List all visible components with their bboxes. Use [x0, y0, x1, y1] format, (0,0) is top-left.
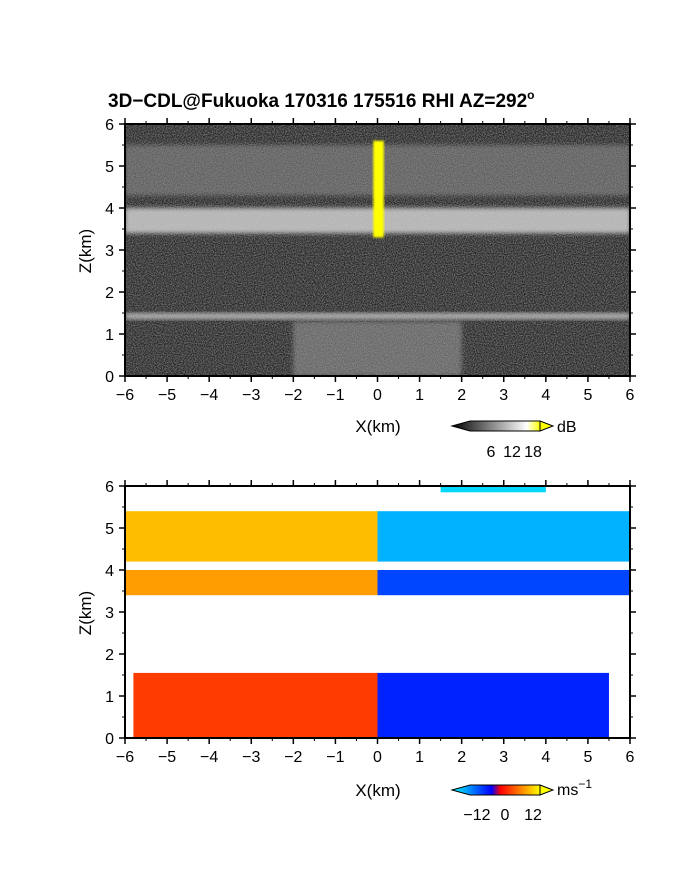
x-tick-label: 1 — [415, 387, 424, 404]
colorbar: dB 6 12 18 — [450, 419, 577, 461]
x-tick-label: −6 — [116, 387, 134, 404]
x-tick-label: −5 — [158, 749, 176, 766]
x-tick-label: −4 — [200, 387, 218, 404]
velocity-layer — [377, 672, 609, 738]
x-tick-label: −2 — [284, 749, 302, 766]
x-tick-label: 6 — [626, 387, 635, 404]
x-tick-label: −1 — [326, 749, 344, 766]
x-tick-label: 5 — [583, 387, 592, 404]
colorbar-unit: dB — [557, 419, 577, 436]
axes: −6 −5 −4 −3 −2 −1 0 1 2 3 4 5 6 0 1 2 3 4 5 6 — [105, 117, 636, 404]
x-tick-label: −3 — [242, 749, 260, 766]
velocity-layer — [133, 672, 378, 738]
backscatter-layer — [125, 313, 630, 320]
colorbar-ticks: 6 12 18 — [487, 444, 542, 461]
x-tick-label: −4 — [200, 749, 218, 766]
x-tick-label: −5 — [158, 387, 176, 404]
y-tick-label: 3 — [105, 605, 114, 622]
velocity-layer — [125, 511, 378, 562]
x-tick-label: −1 — [326, 387, 344, 404]
colorbar-arrow — [539, 420, 555, 432]
colorbar-ticks: −12 0 12 — [463, 807, 542, 824]
y-tick-label: 1 — [105, 327, 114, 344]
y-tick-label: 0 — [105, 369, 114, 386]
x-tick-label: −6 — [116, 749, 134, 766]
y-tick-label: 2 — [105, 285, 114, 302]
y-tick-label: 4 — [105, 563, 114, 580]
x-tick-label: 2 — [457, 387, 466, 404]
colorbar-arrow — [539, 784, 555, 796]
x-tick-label: 0 — [373, 387, 382, 404]
x-tick-label: 6 — [626, 749, 635, 766]
backscatter-layers — [125, 140, 630, 376]
x-tick-label: 4 — [541, 749, 550, 766]
y-tick-label: 3 — [105, 243, 114, 260]
colorbar-bar — [450, 784, 541, 796]
y-axis-label: Z(km) — [76, 591, 95, 635]
y-tick-label: 5 — [105, 521, 114, 538]
colorbar-tick-label: 6 — [487, 444, 496, 461]
colorbar-tick-label: 18 — [524, 444, 542, 461]
x-axis-label: X(km) — [355, 781, 400, 800]
colorbar: ms−1 −12 0 12 — [450, 777, 592, 824]
x-tick-label: 5 — [583, 749, 592, 766]
colorbar-tick-label: 12 — [503, 444, 521, 461]
y-tick-label: 6 — [105, 479, 114, 496]
colorbar-bar — [450, 420, 541, 432]
velocity-layer — [377, 511, 630, 562]
x-tick-label: 2 — [457, 749, 466, 766]
x-tick-label: 3 — [499, 387, 508, 404]
x-tick-label: 4 — [541, 387, 550, 404]
x-tick-label: −2 — [284, 387, 302, 404]
figure-title: 3D−CDL@Fukuoka 170316 175516 RHI AZ=292o — [108, 88, 535, 112]
backscatter-layer — [293, 321, 462, 376]
x-tick-label: 0 — [373, 749, 382, 766]
colorbar-tick-label: 12 — [524, 807, 542, 824]
colorbar-tick-label: 0 — [501, 807, 510, 824]
backscatter-layer — [373, 140, 384, 238]
colorbar-tick-label: −12 — [463, 807, 490, 824]
y-tick-label: 1 — [105, 689, 114, 706]
x-tick-label: 1 — [415, 749, 424, 766]
y-axis-label: Z(km) — [76, 229, 95, 273]
velocity-layers — [125, 486, 630, 738]
colorbar-unit: ms−1 — [557, 777, 592, 799]
velocity-layer — [440, 486, 546, 493]
x-tick-label: 3 — [499, 749, 508, 766]
velocity-layer — [125, 570, 378, 596]
y-tick-label: 5 — [105, 159, 114, 176]
x-axis-label: X(km) — [355, 417, 400, 436]
velocity-layer — [377, 570, 630, 596]
y-tick-label: 4 — [105, 201, 114, 218]
backscatter-field — [125, 124, 630, 376]
y-tick-label: 0 — [105, 731, 114, 748]
y-tick-label: 2 — [105, 647, 114, 664]
x-tick-label: −3 — [242, 387, 260, 404]
y-tick-label: 6 — [105, 117, 114, 134]
axes: −6 −5 −4 −3 −2 −1 0 1 2 3 4 5 6 0 1 2 3 4 5 6 — [105, 479, 636, 766]
velocity-field — [125, 486, 630, 738]
